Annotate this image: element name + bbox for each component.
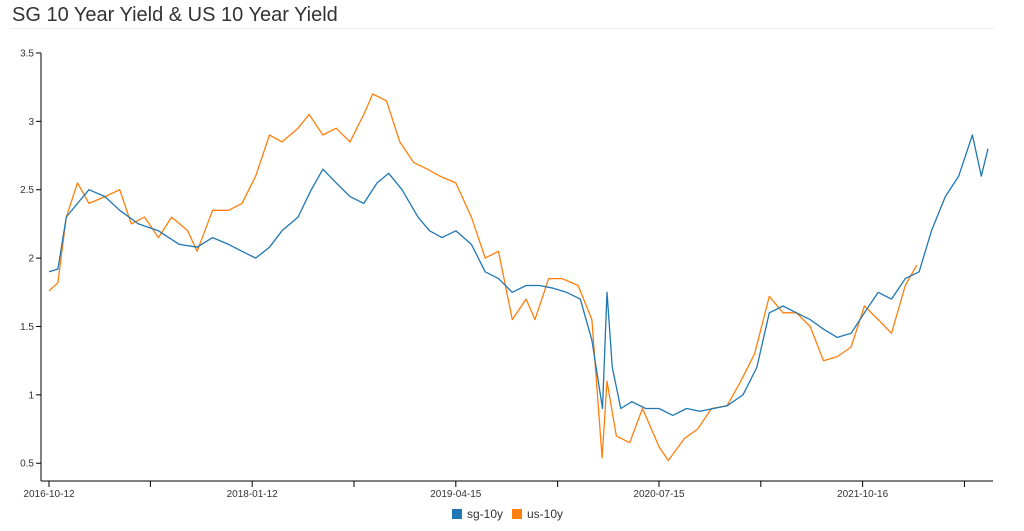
- y-tick-label: 3: [28, 117, 34, 128]
- legend-label: sg-10y: [467, 507, 503, 521]
- x-tick-label: 2018-01-12: [227, 489, 279, 500]
- chart-title: SG 10 Year Yield & US 10 Year Yield: [12, 4, 338, 26]
- series-line-sg-10y: [48, 134, 989, 417]
- legend[interactable]: sg-10y us-10y: [452, 507, 563, 521]
- x-tick-label: 2020-07-15: [633, 489, 685, 500]
- series-line-us-10y: [48, 93, 918, 462]
- legend-swatch: [452, 509, 462, 519]
- series-layer: [48, 93, 989, 462]
- y-tick-label: 2: [28, 254, 34, 265]
- legend-swatch: [512, 509, 522, 519]
- x-axis: 2016-10-12 2018-01-12 2019-04-15 2020-07-15…: [23, 480, 993, 500]
- x-tick-label: 2019-04-15: [430, 489, 482, 500]
- x-tick-label: 2021-10-16: [837, 489, 889, 500]
- x-tick-label: 2016-10-12: [23, 489, 75, 500]
- y-tick-label: 0.5: [20, 459, 34, 470]
- legend-label: us-10y: [527, 507, 563, 521]
- legend-item-sg-10y[interactable]: sg-10y: [452, 507, 503, 521]
- y-tick-label: 3.5: [20, 49, 34, 60]
- legend-item-us-10y[interactable]: us-10y: [512, 507, 563, 521]
- title-divider: [10, 28, 994, 29]
- y-axis: 0.5 1 1.5 2 2.5 3 3.5: [20, 49, 42, 481]
- y-tick-label: 1.5: [20, 322, 34, 333]
- y-tick-label: 2.5: [20, 185, 34, 196]
- y-tick-label: 1: [28, 390, 34, 401]
